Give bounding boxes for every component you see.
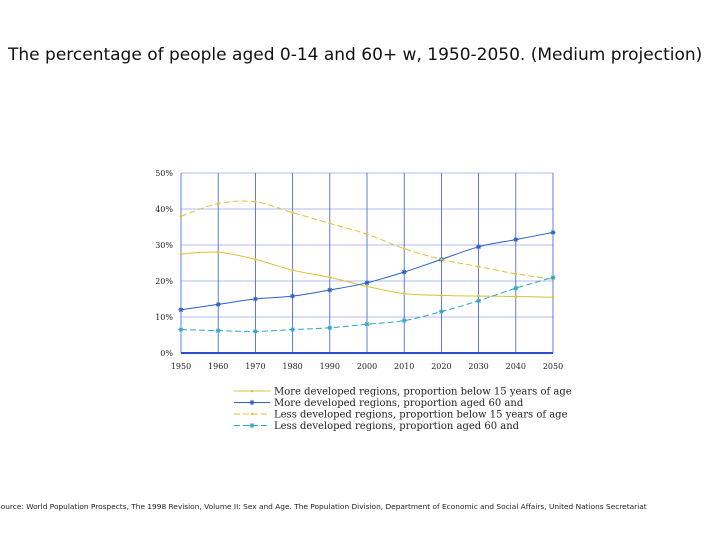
x-tick-label: 1980: [282, 362, 302, 371]
data-point: [290, 327, 296, 333]
data-point: [178, 327, 184, 333]
data-point: [364, 321, 370, 327]
data-point: [440, 294, 443, 297]
y-tick-label: 10%: [155, 313, 173, 322]
data-point: [178, 307, 184, 313]
data-point: [514, 295, 518, 298]
data-point: [551, 295, 555, 299]
data-point: [402, 292, 406, 295]
series-line: [180, 276, 554, 332]
data-point: [252, 296, 258, 302]
legend-label: More developed regions, proportion below…: [274, 387, 572, 398]
y-tick-label: 30%: [155, 241, 173, 250]
data-point: [328, 276, 332, 279]
legend-entry-2: More developed regions, proportion aged …: [234, 398, 524, 409]
legend-label: Less developed regions, proportion aged …: [274, 421, 520, 432]
data-point: [291, 268, 294, 272]
x-tick-label: 1950: [171, 362, 191, 371]
x-tick-label: 2000: [357, 362, 377, 371]
legend-label: Less developed regions, proportion below…: [274, 410, 568, 421]
source-note: Source: World Population Prospects, The …: [0, 502, 647, 511]
y-tick-label: 20%: [155, 277, 173, 286]
x-tick-label: 2010: [394, 362, 414, 371]
y-tick-label: 50%: [155, 169, 173, 178]
data-point: [402, 247, 406, 250]
data-point: [440, 258, 443, 261]
data-point: [438, 309, 444, 315]
data-point: [401, 269, 407, 275]
legend-marker: [249, 422, 255, 429]
data-point: [401, 318, 407, 324]
legend-entry-4: Less developed regions, proportion aged …: [234, 421, 520, 432]
x-tick-label: 1970: [245, 362, 265, 371]
data-point: [327, 287, 333, 293]
data-point: [254, 200, 257, 204]
legend-marker: [250, 389, 254, 393]
data-point: [550, 274, 556, 280]
data-point: [327, 325, 333, 331]
data-point: [216, 202, 220, 205]
chart-series: [178, 200, 556, 334]
data-point: [252, 328, 258, 334]
data-point: [477, 294, 480, 298]
data-point: [477, 265, 480, 268]
data-point: [215, 301, 221, 307]
data-point: [513, 285, 519, 291]
series-3: [179, 200, 555, 281]
data-point: [179, 214, 183, 218]
x-tick-label: 2030: [468, 362, 488, 371]
legend-entry-1: More developed regions, proportion below…: [234, 387, 572, 398]
chart-legend: More developed regions, proportion below…: [234, 387, 572, 432]
data-point: [550, 229, 556, 235]
data-point: [254, 258, 257, 261]
data-point: [328, 222, 332, 225]
data-point: [476, 244, 482, 250]
data-point: [514, 272, 518, 276]
data-point: [215, 328, 221, 334]
legend-marker: [249, 399, 255, 406]
chart-axes: 0% 10% 20% 30% 40% 50% 1950 1960 1970 1980 1990 200…: [155, 169, 563, 371]
data-point: [291, 211, 294, 214]
series-1: [179, 250, 555, 299]
legend-label: More developed regions, proportion aged …: [274, 398, 524, 409]
x-tick-label: 2040: [506, 362, 526, 371]
data-point: [513, 237, 519, 243]
x-tick-label: 2020: [431, 362, 451, 371]
data-point: [364, 280, 370, 286]
y-tick-label: 0%: [160, 349, 173, 358]
y-tick-label: 40%: [155, 205, 173, 214]
data-point: [216, 250, 220, 254]
series-2: [178, 229, 556, 313]
x-tick-label: 1990: [320, 362, 340, 371]
data-point: [290, 293, 296, 299]
series-4: [178, 274, 556, 334]
legend-marker: [250, 412, 254, 416]
data-point: [365, 232, 369, 236]
x-tick-label: 2050: [543, 362, 563, 371]
x-tick-label: 1960: [208, 362, 228, 371]
slide-title: The percentage of people aged 0-14 and 6…: [8, 45, 703, 65]
data-point: [365, 285, 369, 288]
legend-entry-3: Less developed regions, proportion below…: [234, 410, 568, 421]
data-point: [179, 252, 183, 256]
data-point: [476, 298, 482, 304]
